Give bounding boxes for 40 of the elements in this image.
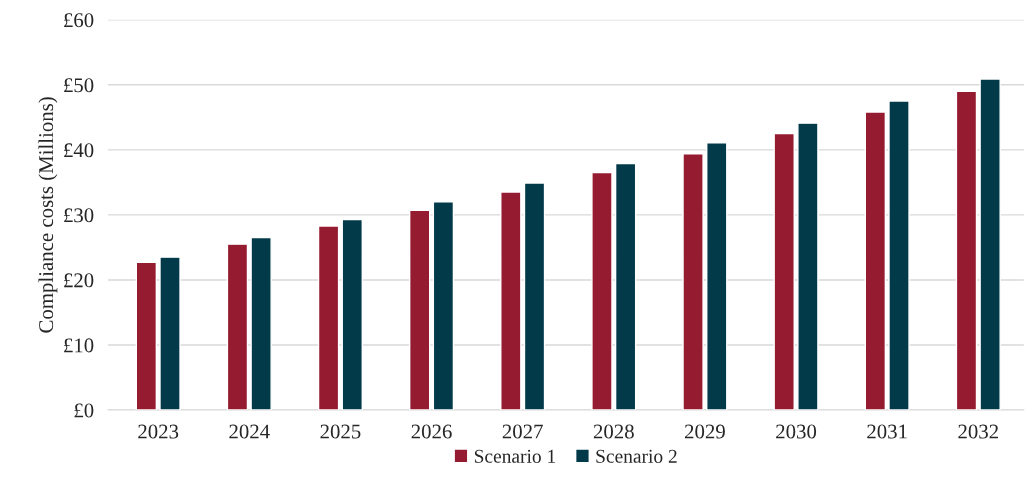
bar (955, 90, 978, 411)
y-tick-label: £20 (64, 273, 94, 288)
legend-label: Scenario 2 (596, 449, 677, 463)
y-tick-label: £40 (64, 143, 94, 158)
x-tick-label: 2030 (776, 424, 817, 439)
x-tick-label: 2032 (958, 424, 998, 439)
y-tick-label: £50 (64, 78, 94, 93)
bar (341, 218, 363, 411)
bar (888, 100, 910, 411)
y-tick-label: £10 (64, 338, 94, 353)
y-tick-label: £0 (74, 403, 94, 418)
bar (159, 256, 181, 411)
x-tick-label: 2025 (320, 424, 361, 439)
bar (250, 236, 272, 411)
x-tick-label: 2031 (867, 424, 907, 439)
y-tick-label: £30 (64, 208, 94, 223)
bar (614, 162, 637, 411)
bar (706, 141, 728, 411)
x-tick-label: 2024 (229, 424, 270, 439)
bar (500, 191, 522, 411)
x-tick-label: 2029 (685, 424, 725, 439)
legend-label: Scenario 1 (474, 449, 556, 463)
bar (408, 209, 431, 411)
x-tick-label: 2027 (502, 424, 543, 439)
bar (864, 111, 887, 411)
bar (591, 171, 613, 411)
bar (135, 261, 158, 411)
x-tick-label: 2028 (593, 424, 634, 439)
bar (523, 182, 546, 411)
x-tick-label: 2026 (411, 424, 452, 439)
bar (432, 201, 455, 411)
bar (773, 132, 795, 411)
bar (682, 153, 704, 411)
bar (979, 78, 1001, 411)
bar (317, 225, 340, 411)
x-tick-label: 2023 (138, 424, 179, 439)
y-axis-title: Compliance costs (Millions) (38, 97, 58, 333)
bar (226, 243, 249, 411)
y-tick-label: £60 (64, 13, 94, 28)
bar (797, 122, 819, 411)
